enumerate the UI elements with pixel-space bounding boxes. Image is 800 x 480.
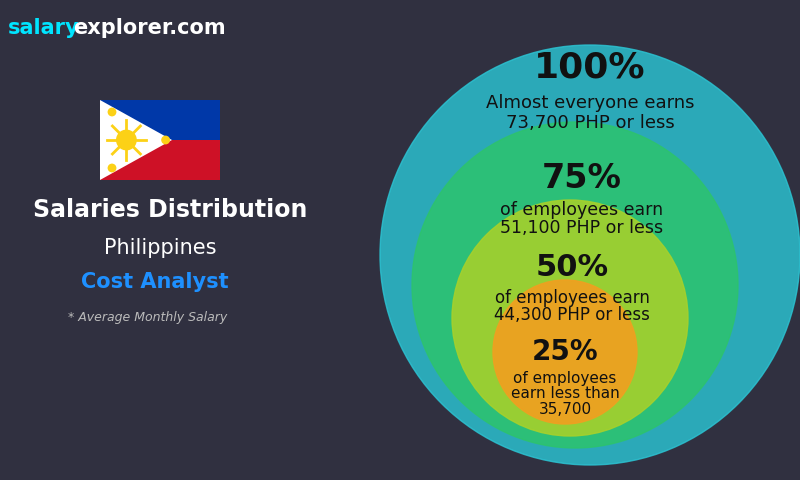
Text: 51,100 PHP or less: 51,100 PHP or less [501,219,663,237]
Text: of employees earn: of employees earn [501,201,663,219]
Text: 73,700 PHP or less: 73,700 PHP or less [506,114,674,132]
Bar [100,100,220,180]
Circle shape [161,136,170,144]
Text: 44,300 PHP or less: 44,300 PHP or less [494,306,650,324]
Circle shape [116,130,137,150]
Text: 75%: 75% [542,161,622,194]
Text: 100%: 100% [534,51,646,85]
Text: earn less than: earn less than [510,386,619,401]
Text: 25%: 25% [532,338,598,366]
Circle shape [452,200,688,436]
Text: 35,700: 35,700 [538,403,591,418]
Text: of employees earn: of employees earn [494,289,650,307]
Circle shape [493,280,637,424]
Text: Cost Analyst: Cost Analyst [81,272,229,292]
Bar [100,100,220,140]
Circle shape [107,164,117,172]
Bar [100,140,220,180]
Circle shape [412,122,738,448]
Text: Almost everyone earns: Almost everyone earns [486,94,694,112]
Circle shape [380,45,800,465]
Text: Philippines: Philippines [104,238,216,258]
Text: * Average Monthly Salary: * Average Monthly Salary [68,312,228,324]
Text: salary: salary [8,18,80,38]
Text: of employees: of employees [514,371,617,385]
Text: Salaries Distribution: Salaries Distribution [33,198,307,222]
Circle shape [107,108,117,116]
Polygon shape [100,100,172,180]
Text: 50%: 50% [535,253,609,283]
Text: explorer.com: explorer.com [73,18,226,38]
